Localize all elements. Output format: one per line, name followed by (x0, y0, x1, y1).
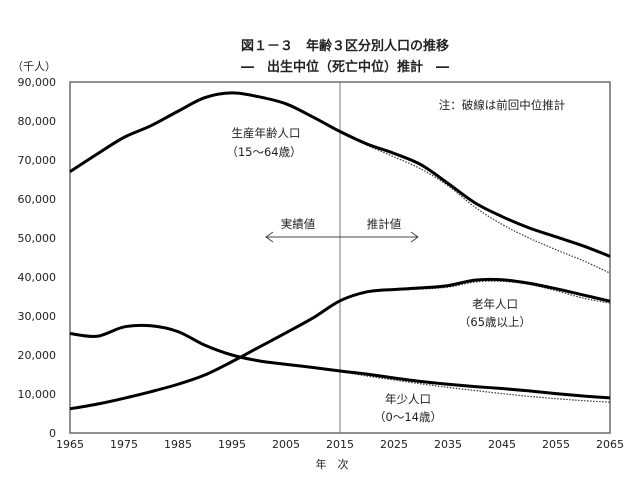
x-tick-label: 2065 (596, 438, 624, 451)
x-tick-label: 2055 (542, 438, 570, 451)
x-tick-label: 1995 (218, 438, 246, 451)
series-line-elderly (69, 277, 611, 411)
x-tick-label: 1965 (56, 438, 84, 451)
y-tick-label: 60,000 (18, 193, 57, 206)
x-tick-label: 2025 (380, 438, 408, 451)
series-label-children: 年少人口 (385, 392, 431, 406)
y-tick-label: 0 (49, 427, 56, 440)
y-tick-label: 40,000 (18, 271, 57, 284)
y-tick-label: 20,000 (18, 349, 57, 362)
y-tick-label: 10,000 (18, 388, 57, 401)
y-axis-unit-label: （千人） (12, 60, 56, 73)
series-line-previous-working-age (339, 130, 611, 274)
chart-subtitle: ― 出生中位（死亡中位）推計 ― (241, 59, 449, 75)
series-label-working-age: 生産年齢人口 (232, 126, 301, 140)
note-label: 注：破線は前回中位推計 (439, 98, 566, 112)
x-tick-label: 1985 (164, 438, 192, 451)
y-tick-label: 50,000 (18, 232, 57, 245)
x-tick-label: 2015 (326, 438, 354, 451)
series-label-elderly: 老年人口 (472, 297, 518, 311)
series-line-working-age (69, 91, 611, 258)
series-sublabel-elderly: （65歳以上） (459, 315, 531, 329)
x-tick-label: 2045 (488, 438, 516, 451)
x-tick-label: 2005 (272, 438, 300, 451)
x-tick-label: 2035 (434, 438, 462, 451)
series-line-previous-children (339, 370, 611, 403)
series-sublabel-working-age: （15～64歳） (226, 145, 301, 159)
y-tick-label: 80,000 (18, 115, 57, 128)
chart-title: 図１－３ 年齢３区分別人口の推移 (241, 38, 449, 54)
x-tick-label: 1975 (110, 438, 138, 451)
series-line-children (69, 323, 611, 400)
label-actual: 実績値 (281, 217, 316, 231)
double-arrow (265, 231, 419, 243)
label-projected: 推計値 (367, 217, 402, 231)
y-tick-label: 70,000 (18, 154, 57, 167)
x-axis-label: 年 次 (316, 457, 349, 471)
y-tick-label: 30,000 (18, 310, 57, 323)
series-sublabel-children: （0～14歳） (374, 410, 442, 424)
y-tick-label: 90,000 (18, 76, 57, 89)
